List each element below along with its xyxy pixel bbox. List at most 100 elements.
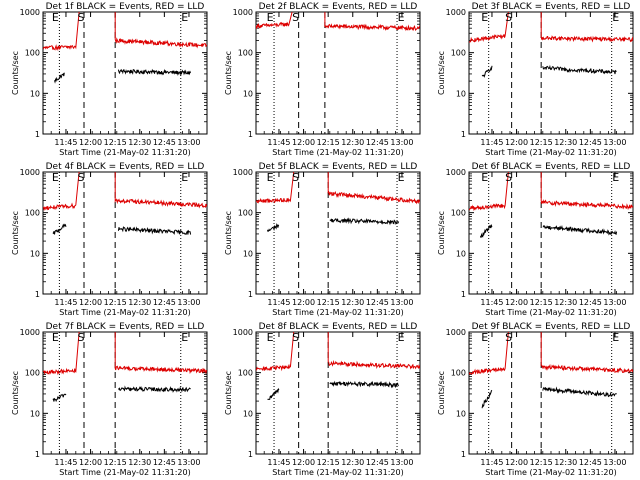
lld-series-line [256,172,420,205]
x-tick-label: 11:45 [480,298,503,307]
eclipse-marker: E [612,171,619,184]
eclipse-marker: E [398,331,405,344]
x-tick-label: 11:45 [480,458,503,467]
saa-marker: S [505,11,512,24]
events-series-line [542,225,618,236]
lld-series-line [43,332,207,376]
eclipse-marker: E [612,11,619,24]
x-axis-label: Start Time (21-May-02 11:31:20) [59,308,190,317]
y-tick-label: 10 [243,249,253,258]
x-tick-label: 13:00 [177,298,200,307]
panel-title: Det 3f BLACK = Events, RED = LLD [472,2,631,12]
events-series-line [117,68,192,76]
detector-chart: Det 5f BLACK = Events, RED = LLD 1 10 100 10… [224,162,421,317]
x-tick-label: 12:15 [530,138,553,147]
y-axis-label: Counts/sec [224,51,233,95]
eclipse-marker: E [52,11,59,24]
x-tick-label: 12:45 [579,458,602,467]
events-series-line [117,385,191,393]
plot-frame [255,331,421,455]
y-axis-label: Counts/sec [437,211,446,255]
events-series-line [481,389,493,409]
lld-series-line [469,172,633,212]
y-tick-label: 10 [456,409,466,418]
panel-title: Det 8f BLACK = Events, RED = LLD [259,322,418,332]
x-tick-label: 12:30 [341,298,364,307]
y-tick-label: 10 [243,89,253,98]
events-series-line [54,72,65,84]
lld-series-line [469,332,633,375]
eclipse-marker: E [398,171,405,184]
eclipse-marker: E [481,11,488,24]
x-axis-label: Start Time (21-May-02 11:31:20) [272,148,403,157]
y-tick-label: 100 [25,209,40,218]
x-tick-label: 12:15 [104,458,127,467]
y-axis-label: Counts/sec [11,371,20,415]
x-tick-label: 12:45 [366,458,389,467]
x-tick-label: 12:00 [79,298,102,307]
y-tick-label: 1 [461,450,466,459]
x-tick-label: 12:00 [292,458,315,467]
x-tick-label: 11:45 [54,458,77,467]
y-tick-label: 1 [461,130,466,139]
saa-marker: S [78,171,85,184]
panel-title: Det 2f BLACK = Events, RED = LLD [259,2,418,12]
x-tick-label: 12:00 [505,138,528,147]
x-tick-label: 12:30 [341,458,364,467]
plot-frame [42,331,208,455]
y-axis-label: Counts/sec [224,211,233,255]
x-tick-label: 11:45 [267,138,290,147]
plot-frame [468,11,634,135]
detector-chart: Det 8f BLACK = Events, RED = LLD 1 10 100 10… [224,322,421,477]
panel-title: Det 6f BLACK = Events, RED = LLD [472,162,631,172]
plot-frame [255,11,421,135]
detector-chart: Det 9f BLACK = Events, RED = LLD 1 10 100 10… [437,322,634,477]
eclipse-marker: E [181,11,188,24]
x-axis-label: Start Time (21-May-02 11:31:20) [59,468,190,477]
plot-frame [468,331,634,455]
x-tick-label: 11:45 [267,298,290,307]
lld-series-line [256,12,420,32]
detector-panel: Det 5f BLACK = Events, RED = LLD 1 10 100 10… [213,160,426,320]
x-tick-label: 12:15 [317,458,340,467]
y-tick-label: 100 [238,49,253,58]
y-tick-label: 1000 [20,168,40,177]
x-axis-label: Start Time (21-May-02 11:31:20) [59,148,190,157]
x-tick-label: 12:30 [554,458,577,467]
y-tick-label: 1000 [446,168,466,177]
x-tick-label: 12:15 [317,138,340,147]
detector-chart: Det 7f BLACK = Events, RED = LLD 1 10 100 10… [11,322,208,477]
panel-title: Det 5f BLACK = Events, RED = LLD [259,162,418,172]
y-tick-label: 100 [238,369,253,378]
x-tick-label: 13:00 [390,138,413,147]
x-tick-label: 12:45 [153,138,176,147]
x-tick-label: 11:45 [54,298,77,307]
x-tick-label: 13:00 [390,298,413,307]
y-tick-label: 100 [451,369,466,378]
x-tick-label: 12:00 [79,138,102,147]
y-tick-label: 10 [456,89,466,98]
x-tick-label: 12:45 [366,138,389,147]
events-series-line [267,387,280,400]
saa-marker: S [505,331,512,344]
x-axis-label: Start Time (21-May-02 11:31:20) [485,468,616,477]
detector-chart: Det 3f BLACK = Events, RED = LLD 1 10 100 10… [437,2,634,157]
detector-chart: Det 1f BLACK = Events, RED = LLD 1 10 100 10… [11,2,208,157]
y-tick-label: 1 [248,450,253,459]
saa-marker: S [78,11,85,24]
detector-chart: Det 6f BLACK = Events, RED = LLD 1 10 100 10… [437,162,634,317]
y-tick-label: 10 [456,249,466,258]
x-tick-label: 13:00 [390,458,413,467]
eclipse-marker: E [267,171,274,184]
x-tick-label: 11:45 [54,138,77,147]
panel-title: Det 4f BLACK = Events, RED = LLD [46,162,205,172]
x-tick-label: 12:30 [554,138,577,147]
y-tick-label: 1000 [233,8,253,17]
x-tick-label: 13:00 [177,138,200,147]
y-tick-label: 1 [35,450,40,459]
panel-title: Det 7f BLACK = Events, RED = LLD [46,322,205,332]
x-tick-label: 11:45 [480,138,503,147]
lld-series-line [469,12,633,43]
eclipse-marker: E [481,171,488,184]
